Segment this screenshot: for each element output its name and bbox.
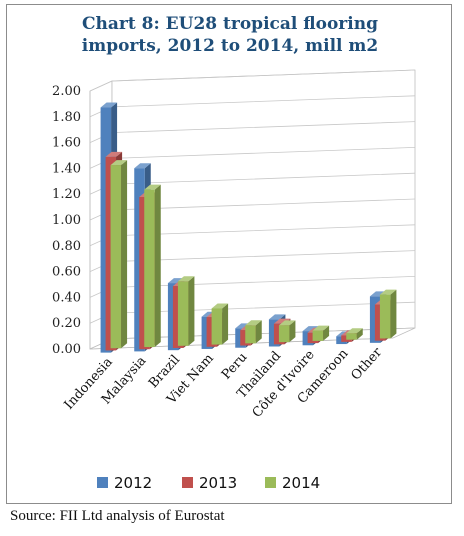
bar-top (211, 303, 229, 309)
source-note: Source: FII Ltd analysis of Eurostat (10, 508, 225, 524)
y-tick-label: 0.60 (52, 265, 81, 280)
bar-side (390, 289, 397, 339)
bar-front (312, 330, 324, 341)
legend-swatch (265, 477, 276, 488)
legend-label: 2012 (114, 474, 152, 492)
bar-top (134, 163, 151, 169)
bar-front (211, 308, 223, 345)
bar-front (110, 165, 122, 349)
bar-top (177, 276, 195, 282)
legend-entry-2014: 2014 (265, 474, 320, 492)
y-tick-label: 1.20 (52, 187, 81, 202)
y-tick-label: 1.60 (52, 136, 81, 151)
bar-side (154, 184, 161, 348)
bar-chart: 0.00 0.20 0.40 0.60 0.80 1.00 1.20 1.40 1.60 1.80… (52, 69, 416, 492)
bar-front (245, 325, 256, 344)
legend-entry-2013: 2013 (182, 474, 237, 492)
bar-top (245, 320, 262, 326)
bar-2014-cameroon (346, 328, 363, 340)
bar-top (273, 318, 291, 324)
y-tick-label: 0.80 (52, 239, 81, 254)
bar-front (144, 189, 155, 348)
bar-front (379, 294, 391, 339)
bar-top (110, 160, 128, 166)
bar-2014-other (379, 289, 397, 339)
bar-front (278, 325, 290, 343)
gridline (89, 69, 416, 92)
bar-2014-malaysia (144, 184, 161, 348)
legend-label: 2013 (199, 474, 237, 492)
bar-top (278, 320, 296, 326)
bar-2014-brazil (177, 276, 195, 346)
x-category-label: Other (348, 344, 385, 383)
y-tick-label: 0.40 (52, 290, 81, 305)
bar-side (121, 160, 128, 349)
bar-2014-indonesia (110, 160, 128, 349)
legend-swatch (97, 477, 108, 488)
chart-title: Chart 8: EU28 tropical flooring imports,… (81, 14, 379, 56)
bar-side (356, 328, 363, 340)
bar-2014-thailand (278, 320, 296, 343)
y-tick-label: 1.40 (52, 161, 81, 176)
bar-top (268, 314, 286, 320)
bar-top (346, 328, 363, 334)
y-tick-label: 2.00 (52, 84, 81, 99)
y-tick-label: 0.00 (52, 342, 81, 357)
bar-top (302, 326, 320, 332)
bar-front (346, 333, 357, 340)
bar-side (188, 276, 195, 346)
bar-top (312, 325, 330, 331)
legend-entry-2012: 2012 (97, 474, 152, 492)
bar-2014-c-te-d-ivoire (312, 325, 330, 341)
bar-side (222, 303, 229, 345)
y-tick-label: 1.00 (52, 213, 81, 228)
bar-side (323, 325, 330, 341)
bar-top (100, 102, 118, 108)
chart-frame: Chart 8: EU28 tropical flooring imports,… (6, 4, 452, 504)
bar-side (289, 320, 296, 343)
bar-2014-viet-nam (211, 303, 229, 345)
legend-swatch (182, 477, 193, 488)
bar-top (144, 184, 161, 190)
bar-top (105, 151, 123, 157)
bar-2014-peru (245, 320, 262, 344)
bar-top (379, 289, 397, 295)
bar-front (177, 281, 189, 346)
y-tick-label: 0.20 (52, 316, 81, 331)
bar-side (255, 320, 262, 344)
legend-label: 2014 (282, 474, 320, 492)
y-tick-label: 1.80 (52, 110, 81, 125)
